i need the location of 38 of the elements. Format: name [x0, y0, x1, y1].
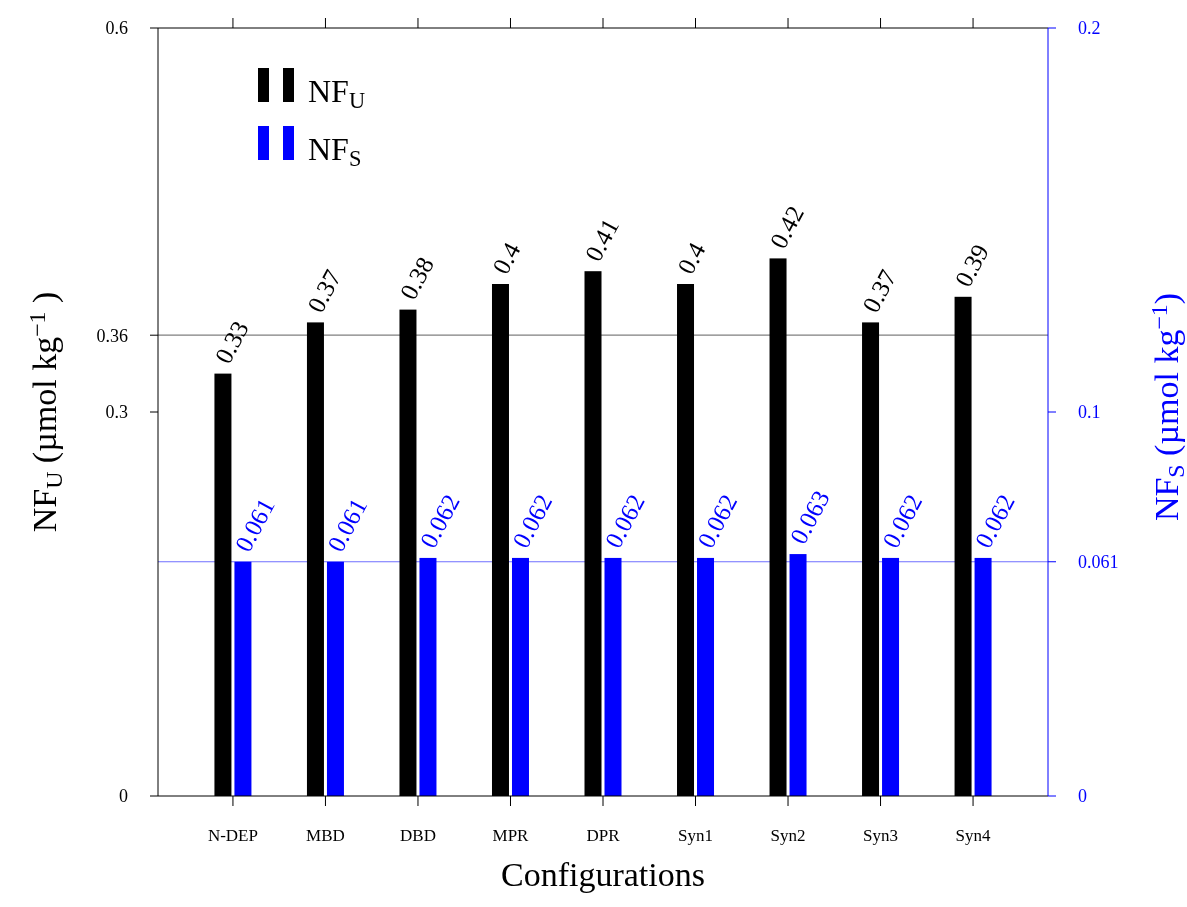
- y2-tick-label: 0.061: [1078, 552, 1119, 573]
- x-axis-title: Configurations: [501, 856, 705, 893]
- x-tick-label: MBD: [306, 826, 345, 845]
- y-tick-label: 0.6: [105, 18, 128, 39]
- x-tick-label: Syn2: [770, 826, 806, 845]
- legend-label: NF$_{S}$: [308, 131, 362, 171]
- x-tick-label: Syn3: [863, 826, 899, 845]
- x-tick-label: DBD: [400, 826, 436, 845]
- data-label: 0.33: [209, 316, 254, 368]
- y2-tick-label: 0: [1078, 786, 1087, 807]
- data-label: 0.062: [877, 489, 928, 553]
- y2-tick-label: 0.1: [1078, 402, 1101, 423]
- data-label: 0.062: [969, 489, 1020, 553]
- data-label: 0.063: [784, 486, 835, 549]
- data-label: 0.42: [764, 201, 809, 253]
- data-label: 0.37: [857, 265, 902, 317]
- data-label: 0.062: [414, 489, 465, 553]
- data-label: 0.41: [579, 214, 624, 266]
- data-label: 0.4: [487, 237, 526, 279]
- data-label: 0.061: [322, 493, 373, 557]
- data-label: 0.062: [692, 489, 743, 553]
- data-label: 0.062: [599, 489, 650, 553]
- data-label: 0.38: [394, 252, 439, 304]
- y2-tick-label: 0.2: [1078, 18, 1101, 39]
- data-label: 0.39: [949, 239, 995, 292]
- x-tick-label: Syn4: [955, 826, 992, 845]
- x-tick-label: Syn1: [678, 826, 713, 845]
- data-label: 0.4: [672, 237, 711, 279]
- data-label: 0.062: [507, 489, 558, 553]
- x-tick-label: MPR: [492, 826, 530, 845]
- data-label: 0.061: [229, 493, 280, 557]
- data-label: 0.37: [302, 265, 347, 317]
- y-tick-label: 0.3: [105, 402, 128, 423]
- x-tick-label: N-DEP: [207, 826, 258, 845]
- x-tick-label: DPR: [586, 826, 621, 845]
- legend-label: NF$_{U}$: [308, 73, 366, 113]
- y-tick-label: 0.36: [96, 325, 128, 346]
- y-tick-label: 0: [119, 786, 128, 807]
